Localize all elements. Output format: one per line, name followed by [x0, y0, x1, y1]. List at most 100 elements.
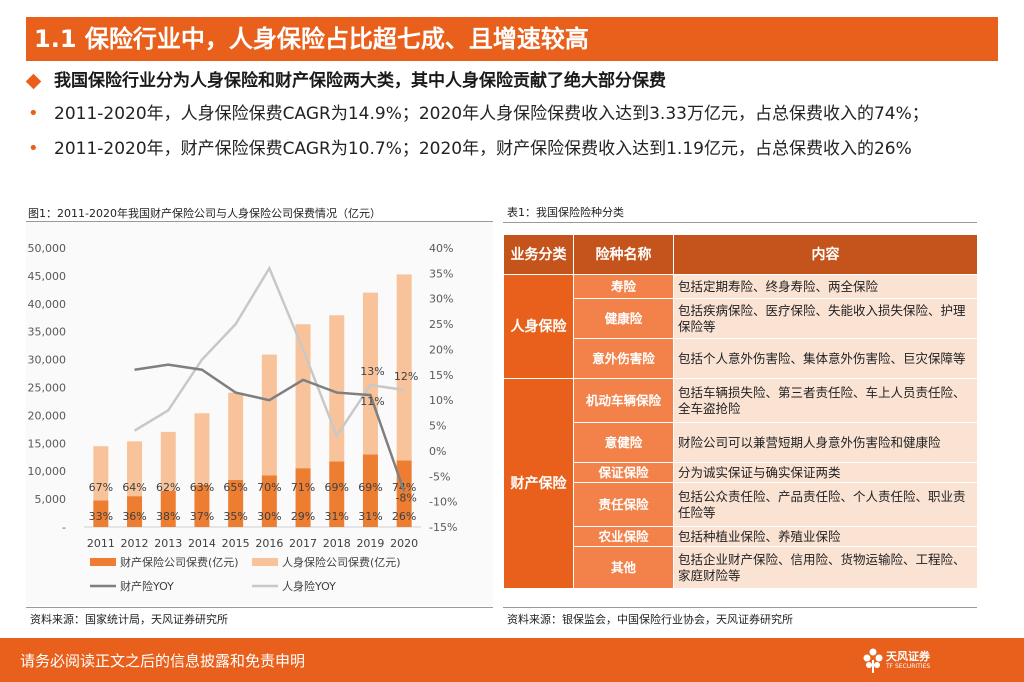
x-tick-label: 2020 — [390, 537, 418, 550]
header-category: 业务分类 — [503, 234, 574, 275]
legend-life-label: 人身保险公司保费(亿元) — [282, 555, 401, 569]
y2-tick-label: 5% — [429, 420, 446, 433]
life-yoy-line-point-label: 12% — [394, 370, 418, 383]
life-bar — [329, 315, 345, 462]
y-tick-label: 20,000 — [28, 409, 67, 422]
property-share-label: 36% — [122, 510, 146, 523]
kind-cell: 意外伤害险 — [573, 338, 674, 379]
property-bar — [127, 496, 143, 527]
y-tick-label: 40,000 — [28, 298, 67, 311]
x-tick-label: 2014 — [188, 537, 216, 550]
category-cell: 人身保险 — [503, 274, 574, 379]
y-tick-label: 15,000 — [28, 437, 67, 450]
property-bar — [194, 484, 210, 527]
x-tick-label: 2015 — [222, 537, 250, 550]
property-share-label: 29% — [291, 510, 315, 523]
table-row: 健康险 包括疾病保险、医疗保险、失能收入损失保险、护理保险等 — [504, 298, 978, 339]
property-bar — [362, 454, 378, 527]
footer-bar: 请务必阅读正文之后的信息披露和免责申明 天风证券 TF SECURITIES — [0, 638, 1024, 682]
property-share-label: 37% — [190, 510, 214, 523]
life-bar — [194, 413, 210, 485]
property-share-label: 26% — [392, 510, 416, 523]
bullet-point-1-text: 2011-2020年，人身保险保费CAGR为14.9%；2020年人身保险保费收… — [54, 104, 929, 124]
y2-tick-label: 35% — [429, 267, 453, 280]
life-bar — [228, 392, 244, 481]
life-share-label: 69% — [325, 481, 349, 494]
x-tick-label: 2012 — [121, 537, 149, 550]
table-row: 责任保险 包括公众责任险、产品责任险、个人责任险、职业责任险等 — [504, 482, 978, 527]
y2-tick-label: 20% — [429, 343, 453, 356]
table-row: 其他 包括企业财产保险、信用险、货物运输险、工程险、家庭财险等 — [504, 546, 978, 589]
dot-bullet-icon: • — [28, 138, 39, 159]
y-tick-label: 35,000 — [28, 326, 67, 339]
y2-tick-label: 0% — [429, 445, 446, 458]
figure-source-divider — [26, 607, 493, 608]
table-source: 资料来源：银保监会，中国保险行业协会，天风证券研究所 — [507, 613, 793, 626]
property-bar — [93, 500, 109, 527]
y2-tick-label: 10% — [429, 394, 453, 407]
content-cell: 包括疾病保险、医疗保险、失能收入损失保险、护理保险等 — [673, 298, 978, 339]
page-title: 1.1 保险行业中，人身保险占比超七成、且增速较高 — [34, 25, 589, 53]
y-tick-label: 10,000 — [28, 465, 67, 478]
life-bar — [261, 354, 277, 476]
life-bar — [295, 324, 311, 469]
diamond-bullet-icon — [25, 73, 42, 90]
y2-tick-label: 30% — [429, 293, 453, 306]
table-row: 意健险 财险公司可以兼营短期人身意外伤害险和健康险 — [504, 422, 978, 463]
y2-tick-label: 25% — [429, 318, 453, 331]
insurance-types-table: 业务分类 险种名称 内容 人身保险 寿险 包括定期寿险、终身寿险、两全保险 健康… — [503, 234, 978, 589]
legend-property-yoy-label: 财产险YOY — [120, 579, 174, 593]
y-tick-label: 45,000 — [28, 270, 67, 283]
y2-tick-label: -5% — [429, 470, 450, 483]
property-bar — [295, 468, 311, 527]
kind-cell: 其他 — [573, 546, 674, 589]
table-header-row: 业务分类 险种名称 内容 — [503, 234, 978, 275]
header-content: 内容 — [673, 234, 978, 275]
kind-cell: 保证保险 — [573, 462, 674, 483]
y-tick-label: - — [62, 521, 66, 534]
property-share-label: 31% — [325, 510, 349, 523]
table-row: 农业保险 包括种植业保险、养殖业保险 — [504, 526, 978, 547]
property-share-label: 35% — [223, 510, 247, 523]
life-share-label: 70% — [257, 481, 281, 494]
table-row: 意外伤害险 包括个人意外伤害险、集体意外伤害险、巨灾保障等 — [504, 338, 978, 379]
life-bar — [362, 292, 378, 455]
life-share-label: 74% — [392, 481, 416, 494]
x-tick-label: 2016 — [255, 537, 283, 550]
kind-cell: 责任保险 — [573, 482, 674, 527]
category-cell: 财产保险 — [503, 378, 574, 589]
life-share-label: 64% — [122, 481, 146, 494]
kind-cell: 寿险 — [573, 274, 674, 299]
y2-tick-label: 15% — [429, 369, 453, 382]
x-tick-label: 2013 — [154, 537, 182, 550]
y2-tick-label: -15% — [429, 521, 457, 534]
y-tick-label: 30,000 — [28, 354, 67, 367]
content-cell: 包括个人意外伤害险、集体意外伤害险、巨灾保障等 — [673, 338, 978, 379]
dot-bullet-icon: • — [28, 103, 39, 124]
bullet-point-2-text: 2011-2020年，财产保险保费CAGR为10.7%；2020年，财产保险保费… — [54, 139, 912, 159]
table-row: 人身保险 寿险 包括定期寿险、终身寿险、两全保险 — [503, 274, 978, 379]
content-cell: 分为诚实保证与确实保证两类 — [673, 462, 978, 483]
property-share-label: 38% — [156, 510, 180, 523]
legend-property-label: 财产保险公司保费(亿元) — [120, 555, 239, 569]
property-bar — [160, 490, 176, 527]
figure-caption-divider — [26, 221, 493, 222]
life-share-label: 71% — [291, 481, 315, 494]
life-share-label: 63% — [190, 481, 214, 494]
legend-life-swatch — [252, 558, 278, 566]
legend-property-swatch — [90, 558, 116, 566]
property-yoy-line-point-label: 11% — [360, 395, 384, 408]
property-bar — [261, 475, 277, 527]
content-cell: 包括车辆损失险、第三者责任险、车上人员责任险、全车盗抢险 — [673, 378, 978, 423]
company-logo: 天风证券 TF SECURITIES — [862, 646, 972, 676]
x-tick-label: 2019 — [356, 537, 384, 550]
property-share-label: 33% — [89, 510, 113, 523]
y-tick-label: 25,000 — [28, 382, 67, 395]
life-yoy-line-point-label: 13% — [360, 365, 384, 378]
table-caption: 表1：我国保险险种分类 — [507, 206, 624, 219]
table-source-divider — [503, 607, 977, 608]
content-cell: 包括定期寿险、终身寿险、两全保险 — [673, 274, 978, 299]
property-bar — [228, 480, 244, 527]
life-share-label: 65% — [223, 481, 247, 494]
life-share-label: 62% — [156, 481, 180, 494]
